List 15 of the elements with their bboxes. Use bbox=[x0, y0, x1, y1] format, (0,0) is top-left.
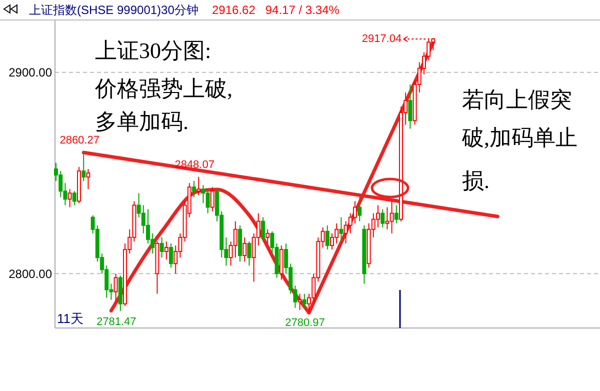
annotation: 损. bbox=[462, 168, 490, 193]
annotation: 上证30分图: bbox=[95, 38, 212, 63]
annotation: 多单加码. bbox=[95, 109, 188, 134]
annotation: 价格强势上破, bbox=[94, 76, 232, 101]
annotation: 2780.97 bbox=[285, 316, 325, 329]
annotation: 2917.04 bbox=[362, 33, 402, 46]
annotation: 若向上假突 bbox=[462, 87, 572, 112]
y-tick-label: 2900.00 bbox=[8, 66, 52, 80]
annotation: 破,加码单止 bbox=[461, 125, 578, 150]
annotation: 11天 bbox=[57, 311, 84, 326]
annotation: 2781.47 bbox=[96, 316, 136, 328]
chart-subtitle: 2916.62 94.17 / 3.34% bbox=[212, 3, 340, 17]
chart-title: 上证指数(SHSE 999001)30分钟 bbox=[29, 3, 198, 17]
y-tick-label: 2800.00 bbox=[8, 266, 52, 281]
annotation: 2860.27 bbox=[60, 134, 100, 146]
